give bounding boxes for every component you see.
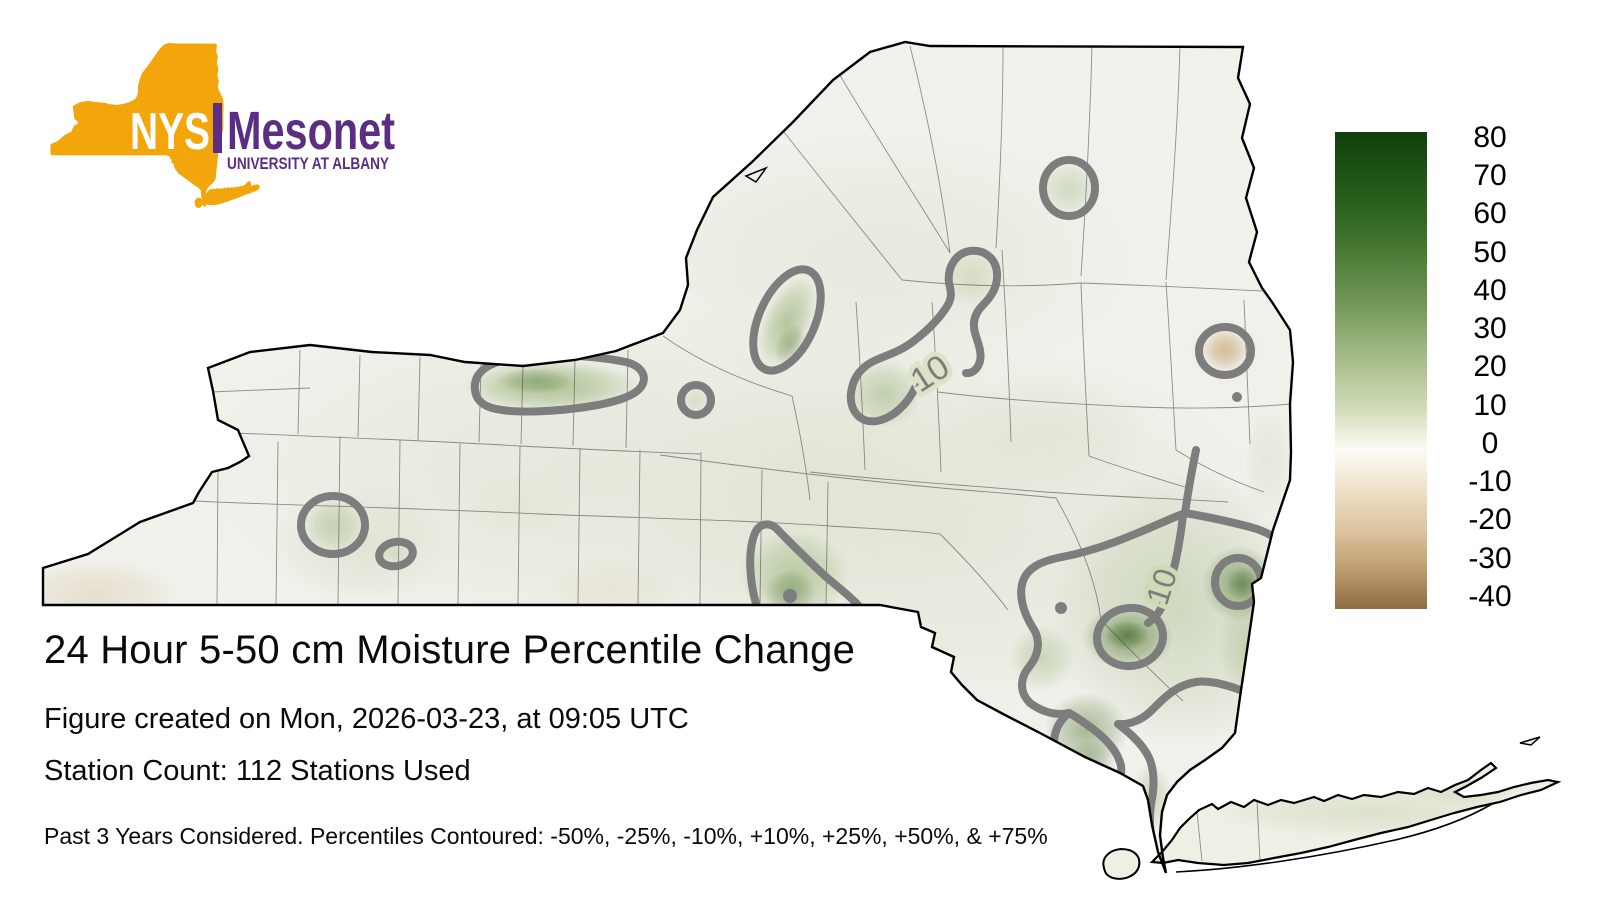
colorbar-tick-labels: 80 70 60 50 40 30 20 10 0 -10 -20 -30 -4…: [1447, 123, 1533, 613]
colorbar-tick: 50: [1473, 236, 1507, 269]
fishers-island: [1519, 736, 1541, 746]
barrier-island-line: [1175, 803, 1493, 873]
station-count: Station Count: 112 Stations Used: [44, 755, 471, 787]
logo-tagline: UNIVERSITY AT ALBANY: [227, 154, 390, 173]
colorbar-tick: 30: [1473, 312, 1507, 345]
colorbar-tick: -10: [1468, 465, 1512, 498]
logo-wordmark: Mesonet: [227, 101, 395, 161]
colorbar-tick: 10: [1473, 389, 1507, 422]
colorbar-tick: -40: [1468, 580, 1512, 613]
percentile-contours: [297, 156, 1279, 844]
colorbar-tick: -20: [1468, 503, 1512, 536]
colorbar-tick: 70: [1473, 159, 1507, 192]
colorbar-tick: 20: [1473, 350, 1507, 383]
figure-created-timestamp: Figure created on Mon, 2026-03-23, at 09…: [44, 703, 689, 735]
nys-mesonet-logo: NYS Mesonet UNIVERSITY AT ALBANY: [52, 45, 395, 206]
colorbar: 80 70 60 50 40 30 20 10 0 -10 -20 -30 -4…: [1335, 123, 1565, 613]
colorbar-gradient: [1335, 132, 1427, 609]
contour-dots: [783, 392, 1242, 614]
colorbar-tick: 0: [1481, 427, 1499, 460]
contour-footnote: Past 3 Years Considered. Percentiles Con…: [44, 823, 1048, 849]
logo-acronym: NYS: [130, 103, 210, 161]
colorbar-tick: 80: [1473, 121, 1507, 154]
page-title: 24 Hour 5-50 cm Moisture Percentile Chan…: [44, 628, 856, 672]
colorbar-tick: 40: [1473, 274, 1507, 307]
point-peninsula-islet: [744, 166, 769, 183]
colorbar-tick: -30: [1468, 542, 1512, 575]
logo-divider-bar: [213, 103, 222, 153]
state-outline: [41, 40, 1560, 880]
colorbar-tick: 60: [1473, 197, 1507, 230]
